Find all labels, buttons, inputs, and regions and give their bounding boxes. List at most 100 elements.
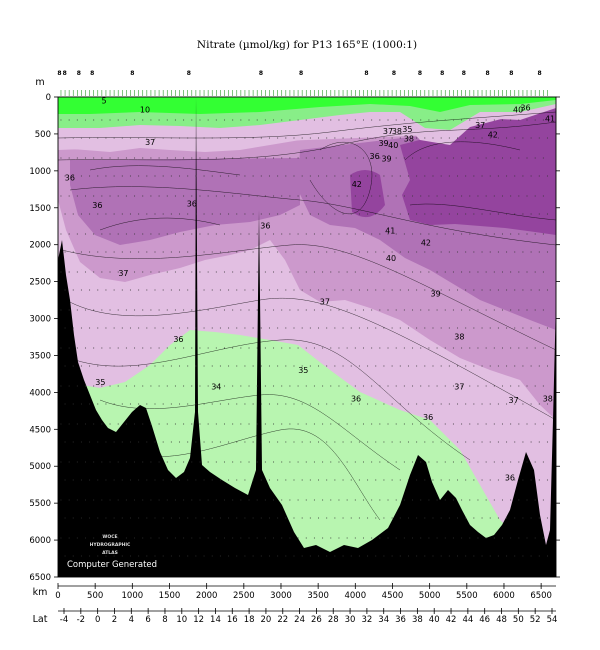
sample-dot [518, 347, 520, 349]
sample-dot [436, 157, 438, 159]
sample-dot [72, 137, 74, 139]
sample-dot [477, 385, 479, 387]
sample-dot [469, 347, 471, 349]
sample-dot [501, 461, 504, 463]
sample-dot [440, 213, 442, 215]
sample-dot [403, 499, 405, 501]
sample-dot [199, 499, 201, 501]
sample-dot [432, 365, 434, 367]
sample-dot [448, 365, 450, 367]
sample-dot [121, 213, 123, 215]
sample-dot [248, 499, 250, 501]
sample-dot [134, 537, 136, 539]
sample-dot [101, 157, 103, 159]
sample-dot [113, 175, 115, 177]
sample-dot [444, 195, 446, 197]
sample-dot [424, 403, 426, 405]
sample-dot [452, 195, 454, 197]
sample-dot [526, 233, 528, 235]
depth-tick-label: 0 [46, 93, 51, 103]
sample-dot [129, 479, 132, 481]
sample-dot [444, 537, 446, 539]
sample-dot [121, 403, 123, 405]
sample-dot [178, 517, 181, 519]
sample-dot [301, 213, 303, 215]
latitude-tick-label: 34 [378, 615, 389, 625]
sample-dot [465, 555, 467, 557]
sample-dot [129, 137, 132, 139]
sample-dot [129, 555, 132, 557]
distance-tick-label: 4500 [382, 591, 404, 601]
distance-tick-label: 1000 [122, 591, 144, 601]
sample-dot [342, 137, 344, 139]
sample-dot [481, 289, 483, 291]
sample-dot [448, 137, 450, 139]
sample-dot [338, 499, 340, 501]
sample-dot [264, 309, 266, 311]
station-label: 8 [90, 70, 94, 77]
sample-dot [150, 347, 152, 349]
sample-dot [203, 213, 205, 215]
sample-dot [236, 365, 238, 367]
latitude-tick-label: 6 [145, 615, 150, 625]
contour-label: 37 [509, 396, 519, 405]
sample-dot [391, 403, 393, 405]
sample-dot [416, 137, 418, 139]
sample-dot [399, 251, 401, 253]
sample-dot [538, 251, 540, 253]
sample-dot [379, 385, 381, 387]
sample-dot [305, 157, 307, 159]
sample-dot [146, 251, 148, 253]
sample-dot [150, 195, 152, 197]
sample-dot [322, 309, 324, 311]
sample-dot [146, 137, 148, 139]
sample-dot [489, 517, 491, 519]
sample-dot [101, 385, 103, 387]
sample-dot [174, 385, 176, 387]
sample-dot [510, 347, 512, 349]
sample-dot [432, 441, 434, 443]
sample-dot [326, 555, 328, 557]
sample-dot [203, 137, 205, 139]
sample-dot [170, 327, 172, 329]
sample-dot [534, 499, 536, 501]
sample-dot [68, 119, 70, 121]
sample-dot [154, 327, 156, 329]
sample-dot [334, 555, 336, 557]
sample-dot [387, 119, 389, 121]
sample-dot [424, 213, 426, 215]
sample-dot [367, 517, 369, 519]
sample-dot [506, 555, 508, 557]
sample-dot [170, 441, 172, 443]
sample-dot [64, 327, 66, 329]
latitude-tick-label: 12 [193, 615, 204, 625]
sample-dot [158, 537, 160, 539]
sample-dot [187, 289, 189, 291]
sample-dot [448, 213, 450, 215]
sample-dot [117, 233, 119, 235]
sample-dot [416, 327, 418, 329]
latitude-axis: -4 -2 0 2 4 6 8 10 12 14 16 18 20 22 24 26 28 30 32 34 36 38 4… [58, 608, 557, 625]
sample-dot [465, 479, 467, 481]
sample-dot [452, 461, 454, 463]
sample-dot [346, 233, 348, 235]
sample-dot [301, 327, 303, 329]
sample-dot [428, 537, 430, 539]
sample-dot [465, 175, 467, 177]
sample-dot [97, 289, 99, 291]
sample-dot [346, 195, 348, 197]
sample-dot [354, 499, 356, 501]
sample-dot [538, 403, 540, 405]
latitude-tick-label: 14 [210, 615, 221, 625]
sample-dot [371, 157, 373, 159]
sample-dot [228, 441, 230, 443]
distance-tick-label: 5500 [456, 591, 478, 601]
sample-dot [76, 309, 78, 311]
sample-dot [350, 517, 352, 519]
sample-dot [264, 347, 266, 349]
sample-dot [334, 365, 336, 367]
sample-dot [424, 289, 426, 291]
sample-dot [64, 479, 66, 481]
sample-dot [436, 347, 438, 349]
sample-dot [285, 479, 287, 481]
